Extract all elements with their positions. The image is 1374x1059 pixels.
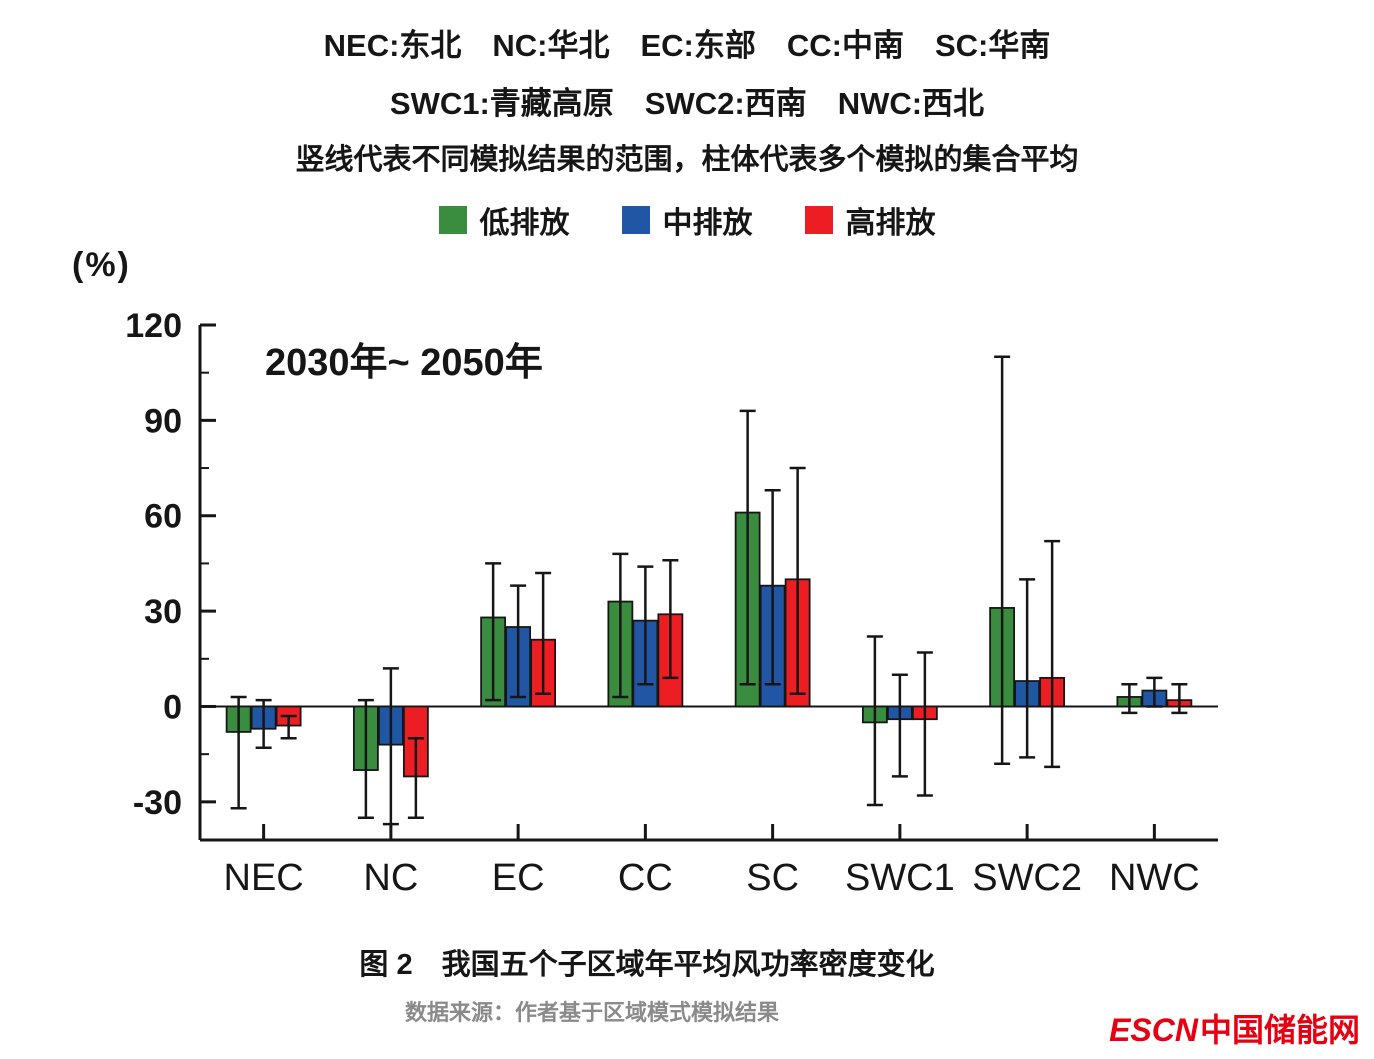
y-tick-label: 120 (125, 307, 182, 345)
legend-swatch-red (804, 206, 833, 234)
logo-text-en: ESCN (1109, 1012, 1198, 1048)
x-tick-label: EC (492, 857, 545, 899)
legend-label-high-emission: 高排放 (845, 207, 936, 240)
y-tick-label: 60 (144, 498, 182, 536)
legend-swatch-blue (621, 206, 650, 234)
x-tick-label: NEC (224, 857, 304, 899)
region-abbreviation-line-2: SWC1:青藏高原 SWC2:西南 NWC:西北 (389, 86, 985, 121)
period-annotation: 2030年~ 2050年 (265, 342, 543, 384)
y-tick-label: 90 (144, 402, 182, 440)
legend-item-high-emission: 高排放 (804, 198, 936, 242)
x-tick-label: NWC (1109, 857, 1200, 899)
legend: 低排放 中排放 高排放 (0, 198, 1374, 242)
chart-explanation-line: 竖线代表不同模拟结果的范围，柱体代表多个模拟的集合平均 (295, 144, 1079, 176)
legend-swatch-green (438, 206, 467, 234)
logo-text-cn: 中国储能网 (1199, 1012, 1360, 1048)
y-tick-label: 0 (163, 688, 182, 726)
x-tick-label: SWC1 (845, 857, 955, 899)
region-abbreviation-line-1: NEC:东北 NC:华北 EC:东部 CC:中南 SC:华南 (323, 28, 1051, 63)
y-axis-unit-label: (%) (72, 246, 131, 284)
y-tick-label: -30 (133, 784, 182, 822)
figure-caption: 图 2 我国五个子区域年平均风功率密度变化 (359, 949, 935, 981)
legend-item-mid-emission: 中排放 (621, 198, 753, 242)
x-tick-label: SWC2 (972, 857, 1082, 899)
x-tick-label: SC (746, 857, 799, 899)
legend-label-mid-emission: 中排放 (662, 207, 753, 240)
x-tick-label: NC (363, 857, 418, 899)
legend-label-low-emission: 低排放 (479, 207, 570, 240)
escn-logo: ESCN中国储能网 (1109, 1005, 1360, 1051)
x-tick-label: CC (618, 857, 673, 899)
legend-item-low-emission: 低排放 (438, 198, 570, 242)
y-tick-label: 30 (144, 593, 182, 631)
wind-power-density-bar-chart: 120 90 60 30 0 -30 NEC NC EC CC SC SWC1 SWC2 NWC 2030年… (125, 307, 1218, 899)
data-source-note: 数据来源：作者基于区域模式模拟结果 (404, 1000, 779, 1025)
